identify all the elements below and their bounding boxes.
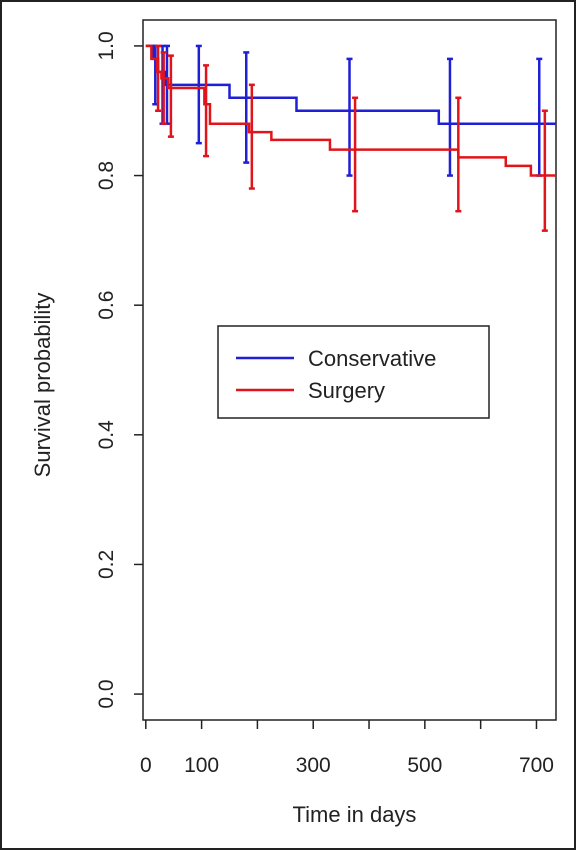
y-tick-label: 0.2 [95, 550, 118, 579]
error-bar-conservative [346, 57, 353, 177]
y-axis-title: Survival probability [30, 293, 55, 478]
y-tick-label: 0.4 [95, 420, 118, 450]
error-bar-conservative [243, 51, 250, 164]
error-bar-surgery [203, 64, 210, 158]
series-surgery [145, 44, 556, 232]
series-layer [145, 44, 556, 232]
legend-label-surgery: Surgery [308, 378, 385, 403]
y-tick-label: 0.8 [95, 161, 118, 190]
error-bar-surgery [167, 54, 174, 138]
x-tick-label: 700 [519, 754, 554, 777]
x-tick-label: 500 [407, 754, 442, 777]
legend-box [217, 325, 490, 419]
legend: Conservative Surgery [217, 325, 490, 419]
x-tick-label: 300 [296, 754, 331, 777]
plot-border [142, 19, 557, 721]
error-bar-conservative [446, 57, 453, 177]
error-bar-surgery [248, 83, 255, 190]
y-axis: 0.0 0.2 0.4 0.6 0.8 1.0 [95, 31, 143, 709]
error-bar-surgery [352, 96, 359, 213]
error-bar-surgery [155, 44, 162, 112]
error-bar-surgery [455, 96, 462, 213]
x-axis-title: Time in days [293, 802, 417, 827]
legend-label-conservative: Conservative [308, 346, 436, 371]
error-bar-surgery [541, 109, 548, 232]
error-bar-conservative [195, 44, 202, 145]
x-axis: 0 100 300 500 700 [140, 720, 554, 777]
x-tick-label: 0 [140, 754, 152, 777]
y-tick-label: 1.0 [95, 31, 118, 60]
error-bar-surgery [160, 51, 167, 125]
x-tick-label: 100 [184, 754, 219, 777]
y-tick-label: 0.0 [95, 679, 118, 708]
y-tick-label: 0.6 [95, 291, 118, 320]
